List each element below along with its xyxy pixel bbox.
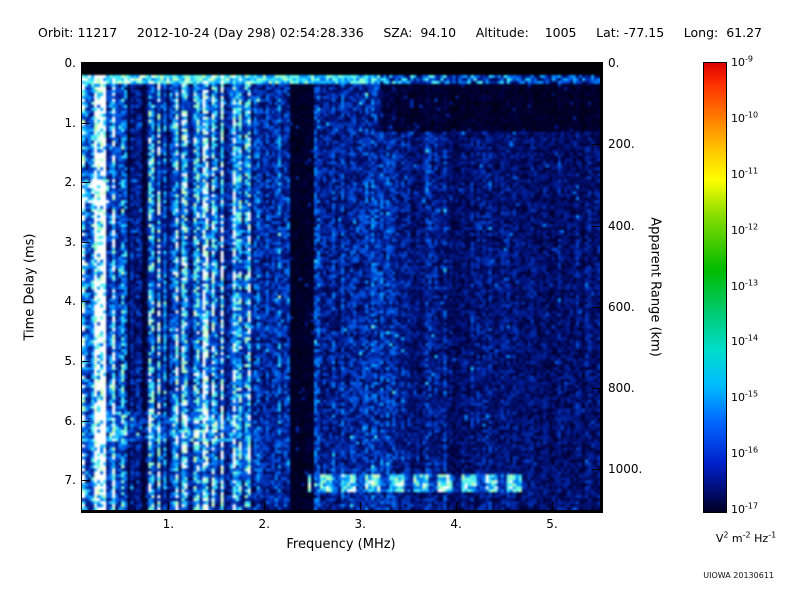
header-info-bar: Orbit: 11217 2012-10-24 (Day 298) 02:54:… [38,25,762,40]
x-tick-label: 4. [450,517,462,531]
y-tick-label: 7. [64,473,76,488]
colorbar-tick-label: 10-15 [731,389,759,405]
header-longitude: Long: 61.27 [683,25,762,40]
colorbar-tick-label: 10-13 [731,277,759,293]
colorbar-tick-label: 10-9 [731,54,753,69]
header-altitude: Altitude: 1005 [475,25,577,40]
y2-tick-mark [592,388,600,390]
spectrogram-plot [81,62,603,513]
y2-tick-label: 1000. [608,462,643,477]
y-tick-label: 5. [64,354,76,368]
header-orbit: Orbit: 11217 [38,25,118,40]
y2-tick-mark [592,225,600,227]
x-tick-mark [360,502,362,510]
y-tick-label: 3. [64,234,76,249]
colorbar-tick-label: 10-11 [731,166,759,181]
header-sza: SZA: 94.10 [383,25,457,40]
y2-tick-label: 0. [608,56,620,70]
colorbar-gradient [703,62,727,513]
y2-tick-mark [592,63,600,64]
y-tick-mark [82,301,90,303]
y-tick-mark [82,241,90,243]
x-tick-label: 5. [546,517,558,531]
x-tick-mark [552,502,554,510]
y-tick-mark [82,361,90,362]
y-tick-mark [82,420,90,422]
header-latitude: Lat: -77.15 [596,25,665,40]
y2-tick-label: 400. [608,218,635,233]
x-tick-label: 3. [354,517,366,531]
colorbar-tick-label: 10-16 [731,445,759,461]
colorbar-tick-label: 10-17 [731,501,759,516]
x-tick-mark-top [264,63,266,71]
colorbar-tick-label: 10-14 [731,333,759,349]
y-tick-label: 6. [64,413,76,428]
y-tick-label: 1. [64,115,76,130]
y-tick-mark [82,122,90,124]
colorbar-tick-label: 10-10 [731,110,759,125]
x-tick-mark [456,502,458,510]
header-datetime: 2012-10-24 (Day 298) 02:54:28.336 [136,25,364,40]
y-tick-mark [82,480,90,482]
y2-tick-label: 600. [608,299,635,314]
credit-text: UIOWA 20130611 [703,571,774,580]
y2-tick-label: 800. [608,381,635,396]
y-tick-label: 2. [64,175,76,190]
y-tick-mark [82,182,90,184]
spectrogram-canvas [82,63,600,510]
x-tick-mark [264,502,266,510]
y2-tick-mark [592,469,600,471]
y-axis-title: Time Delay (ms) [22,233,38,341]
x-tick-label: 2. [258,517,270,531]
x-axis-title: Frequency (MHz) [286,537,396,552]
colorbar-tick-label: 10-12 [731,221,759,237]
y2-axis-title: Apparent Range (km) [647,217,663,357]
y-tick-label: 0. [64,56,76,70]
x-tick-label: 1. [162,517,175,531]
x-tick-mark-top [168,63,170,71]
y2-tick-mark [592,306,600,308]
x-tick-mark-top [456,63,458,71]
colorbar-unit-label: V2 m-2 Hz-1 [715,530,777,545]
y-tick-mark [82,63,90,64]
y2-tick-mark [592,144,600,146]
y2-tick-label: 200. [608,137,635,152]
x-tick-mark-top [552,63,554,71]
x-tick-mark-top [360,63,362,71]
y-tick-label: 4. [64,294,76,309]
x-tick-mark [168,502,170,510]
